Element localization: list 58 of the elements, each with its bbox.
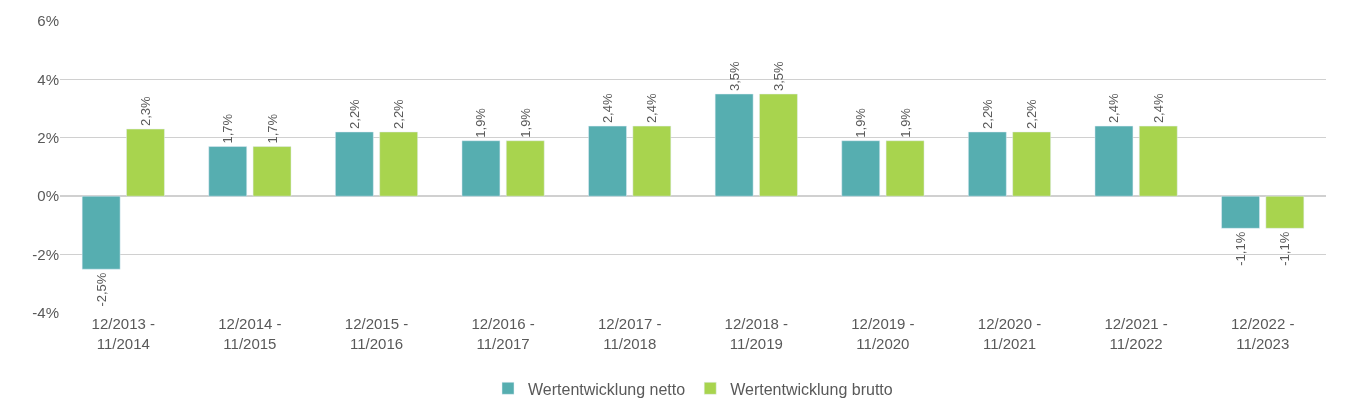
bar — [1012, 131, 1051, 197]
data-label: 1,9% — [853, 107, 869, 138]
bar — [1221, 195, 1260, 229]
bar — [126, 128, 165, 197]
data-label: 1,9% — [473, 107, 489, 138]
x-tick-label: 12/2014 - 11/2015 — [218, 315, 282, 352]
data-label: 2,4% — [644, 93, 660, 124]
legend-label: Wertentwicklung brutto — [730, 380, 893, 398]
data-label: 2,2% — [391, 98, 407, 129]
x-tick-label: 12/2020 - 11/2021 — [977, 315, 1042, 352]
data-label: 1,9% — [517, 107, 533, 138]
x-tick-label: 12/2022 - 11/2023 — [1231, 315, 1295, 352]
bar — [1265, 195, 1305, 229]
y-tick-label: 4% — [37, 70, 59, 88]
data-label: 2,2% — [979, 98, 995, 129]
data-label: -1,1% — [1233, 231, 1249, 266]
x-tick-label: 12/2018 - 11/2019 — [724, 315, 788, 352]
bar — [841, 140, 880, 197]
data-label: -1,1% — [1277, 231, 1293, 266]
bar — [1094, 125, 1134, 197]
y-tick-label: -4% — [32, 304, 59, 322]
data-label: 2,4% — [1106, 93, 1122, 124]
bar — [506, 140, 545, 197]
y-tick-label: -2% — [32, 245, 59, 263]
bar — [461, 140, 501, 197]
data-label: 2,4% — [600, 93, 616, 124]
x-tick-label: 12/2016 - 11/2017 — [471, 315, 535, 352]
bar — [885, 140, 925, 197]
bar — [968, 131, 1007, 197]
x-tick-label: 12/2013 - 11/2014 — [91, 315, 155, 352]
bar — [379, 131, 418, 197]
data-label: 2,2% — [346, 98, 362, 129]
data-label: 3,5% — [770, 60, 786, 91]
bar — [588, 125, 627, 197]
bar — [252, 146, 292, 197]
x-tick-label: 12/2019 - 11/2020 — [851, 315, 915, 352]
data-label: 1,9% — [897, 107, 913, 138]
data-label: 1,7% — [220, 113, 236, 144]
data-label: 2,2% — [1024, 98, 1040, 129]
y-tick-label: 0% — [37, 187, 59, 205]
data-label: 1,7% — [264, 113, 280, 144]
x-tick-label: 12/2017 - 11/2018 — [598, 315, 662, 352]
data-label: 2,3% — [137, 95, 153, 127]
y-tick-label: 6% — [37, 12, 59, 30]
legend-label: Wertentwicklung netto — [528, 380, 686, 398]
data-label: -2,5% — [93, 272, 109, 307]
bar — [714, 93, 754, 197]
y-tick-label: 2% — [37, 129, 59, 147]
bar — [632, 125, 672, 197]
x-tick-label: 12/2021 - 11/2022 — [1104, 315, 1168, 352]
x-tick-label: 12/2015 - 11/2016 — [344, 315, 409, 352]
data-label: 3,5% — [726, 60, 742, 91]
bar — [335, 131, 374, 197]
bar — [1139, 125, 1178, 197]
bar — [759, 93, 798, 197]
data-label: 2,4% — [1150, 93, 1166, 124]
bar — [81, 195, 121, 270]
bar — [208, 146, 247, 197]
